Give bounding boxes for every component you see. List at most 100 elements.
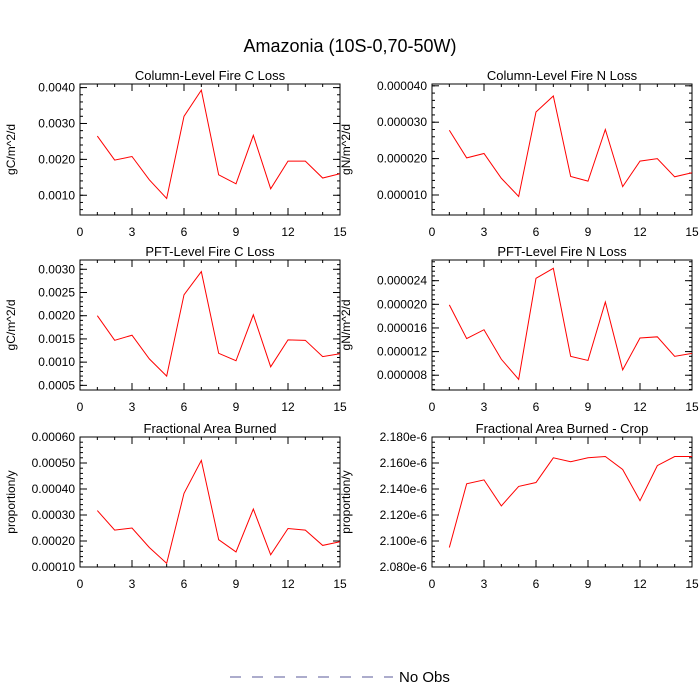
y-tick-label: 0.000012 <box>377 345 427 359</box>
y-tick-label: 0.0015 <box>38 332 75 346</box>
y-tick-label: 0.00030 <box>32 508 76 522</box>
y-tick-label: 0.0030 <box>38 116 75 130</box>
plot-frame <box>79 436 341 568</box>
y-tick-label: 0.0010 <box>38 188 75 202</box>
x-tick-label: 9 <box>585 225 592 239</box>
y-axis-label: gN/m^2/d <box>339 124 353 175</box>
x-tick-label: 3 <box>129 400 136 414</box>
x-tick-label: 9 <box>585 400 592 414</box>
panel-1: Column-Level Fire C Loss 0 3 6 9 12 15 0.0010 0.… <box>4 68 347 239</box>
x-tick-label: 12 <box>281 225 295 239</box>
panel-title: Fractional Area Burned <box>144 421 277 436</box>
x-tick-label: 15 <box>685 577 699 591</box>
series-line-1850_164 <box>448 267 692 381</box>
y-tick-label: 0.000030 <box>377 115 427 129</box>
x-tick-label: 0 <box>429 225 436 239</box>
panel-title: Column-Level Fire N Loss <box>487 68 638 83</box>
series-line-1850_164 <box>96 270 340 378</box>
y-tick-label: 0.0010 <box>38 355 75 369</box>
x-tick-label: 3 <box>481 577 488 591</box>
panel-5: Fractional Area Burned 0 3 6 9 12 15 0.00010 0.0… <box>4 421 347 591</box>
y-tick-label: 0.000008 <box>377 368 427 382</box>
figure-title: Amazonia (10S-0,70-50W) <box>243 36 456 56</box>
y-tick-label: 0.00020 <box>32 534 76 548</box>
x-tick-label: 0 <box>77 577 84 591</box>
y-tick-label: 2.160e-6 <box>380 456 428 470</box>
x-tick-label: 3 <box>129 225 136 239</box>
panels: Column-Level Fire C Loss 0 3 6 9 12 15 0.0010 0.… <box>4 68 699 591</box>
x-tick-label: 9 <box>585 577 592 591</box>
x-tick-label: 0 <box>429 400 436 414</box>
y-tick-label: 0.00060 <box>32 430 76 444</box>
x-tick-label: 12 <box>633 225 647 239</box>
x-tick-label: 6 <box>181 577 188 591</box>
y-tick-label: 0.0020 <box>38 152 75 166</box>
y-tick-label: 2.180e-6 <box>380 430 428 444</box>
y-axis-label: gC/m^2/d <box>4 300 18 351</box>
y-tick-label: 0.0020 <box>38 309 75 323</box>
panel-title: Column-Level Fire C Loss <box>135 68 286 83</box>
panel-2: Column-Level Fire N Loss 0 3 6 9 12 15 0.000010… <box>339 68 699 239</box>
plot-frame <box>431 436 693 568</box>
x-tick-label: 0 <box>77 225 84 239</box>
x-tick-label: 0 <box>77 400 84 414</box>
y-tick-label: 0.0040 <box>38 81 75 95</box>
x-tick-label: 15 <box>333 225 347 239</box>
series-line-1850_164 <box>448 455 692 548</box>
series-line-1850_164 <box>96 458 340 565</box>
x-tick-label: 0 <box>429 577 436 591</box>
x-tick-label: 15 <box>685 400 699 414</box>
plot-frame <box>431 259 693 391</box>
y-axis-label: proportion/y <box>339 470 353 533</box>
x-tick-label: 6 <box>181 400 188 414</box>
y-axis-label: proportion/y <box>4 470 18 533</box>
x-tick-label: 6 <box>533 577 540 591</box>
y-axis-label: gC/m^2/d <box>4 124 18 175</box>
x-tick-label: 9 <box>233 400 240 414</box>
plot-frame <box>79 259 341 391</box>
y-tick-label: 0.00040 <box>32 482 76 496</box>
y-tick-label: 2.080e-6 <box>380 560 428 574</box>
x-tick-label: 12 <box>633 577 647 591</box>
y-tick-label: 0.0025 <box>38 286 75 300</box>
x-tick-label: 9 <box>233 225 240 239</box>
x-tick-label: 6 <box>181 225 188 239</box>
plot-frame <box>79 83 341 216</box>
panel-6: Fractional Area Burned - Crop 0 3 6 9 12 15 2.0… <box>339 421 699 591</box>
y-tick-label: 0.0030 <box>38 262 75 276</box>
y-tick-label: 0.000016 <box>377 321 427 335</box>
y-axis-label: gN/m^2/d <box>339 300 353 351</box>
y-tick-label: 0.000024 <box>377 274 427 288</box>
series-line-1850_164 <box>448 95 692 198</box>
y-tick-label: 0.000010 <box>377 188 427 202</box>
legend: No Obs 1850_164 <box>230 669 450 686</box>
series-line-1850_164 <box>96 88 340 200</box>
x-tick-label: 3 <box>481 225 488 239</box>
panel-title: Fractional Area Burned - Crop <box>476 421 649 436</box>
y-tick-label: 0.000040 <box>377 79 427 93</box>
x-tick-label: 9 <box>233 577 240 591</box>
y-tick-label: 0.000020 <box>377 152 427 166</box>
x-tick-label: 15 <box>333 400 347 414</box>
y-tick-label: 2.100e-6 <box>380 534 428 548</box>
x-tick-label: 6 <box>533 225 540 239</box>
y-tick-label: 0.00010 <box>32 560 76 574</box>
x-tick-label: 12 <box>281 577 295 591</box>
x-tick-label: 15 <box>685 225 699 239</box>
panel-title: PFT-Level Fire C Loss <box>145 244 275 259</box>
panel-title: PFT-Level Fire N Loss <box>497 244 627 259</box>
y-tick-label: 0.0005 <box>38 378 75 392</box>
x-tick-label: 6 <box>533 400 540 414</box>
x-tick-label: 3 <box>481 400 488 414</box>
x-tick-label: 3 <box>129 577 136 591</box>
plot-frame <box>431 83 693 216</box>
x-tick-label: 12 <box>633 400 647 414</box>
panel-4: PFT-Level Fire N Loss 0 3 6 9 12 15 0.000008 0.0… <box>339 244 699 414</box>
y-tick-label: 0.00050 <box>32 456 76 470</box>
panel-3: PFT-Level Fire C Loss 0 3 6 9 12 15 0.0005 0.001… <box>4 244 347 414</box>
y-tick-label: 2.120e-6 <box>380 508 428 522</box>
x-tick-label: 12 <box>281 400 295 414</box>
y-tick-label: 0.000020 <box>377 297 427 311</box>
x-tick-label: 15 <box>333 577 347 591</box>
